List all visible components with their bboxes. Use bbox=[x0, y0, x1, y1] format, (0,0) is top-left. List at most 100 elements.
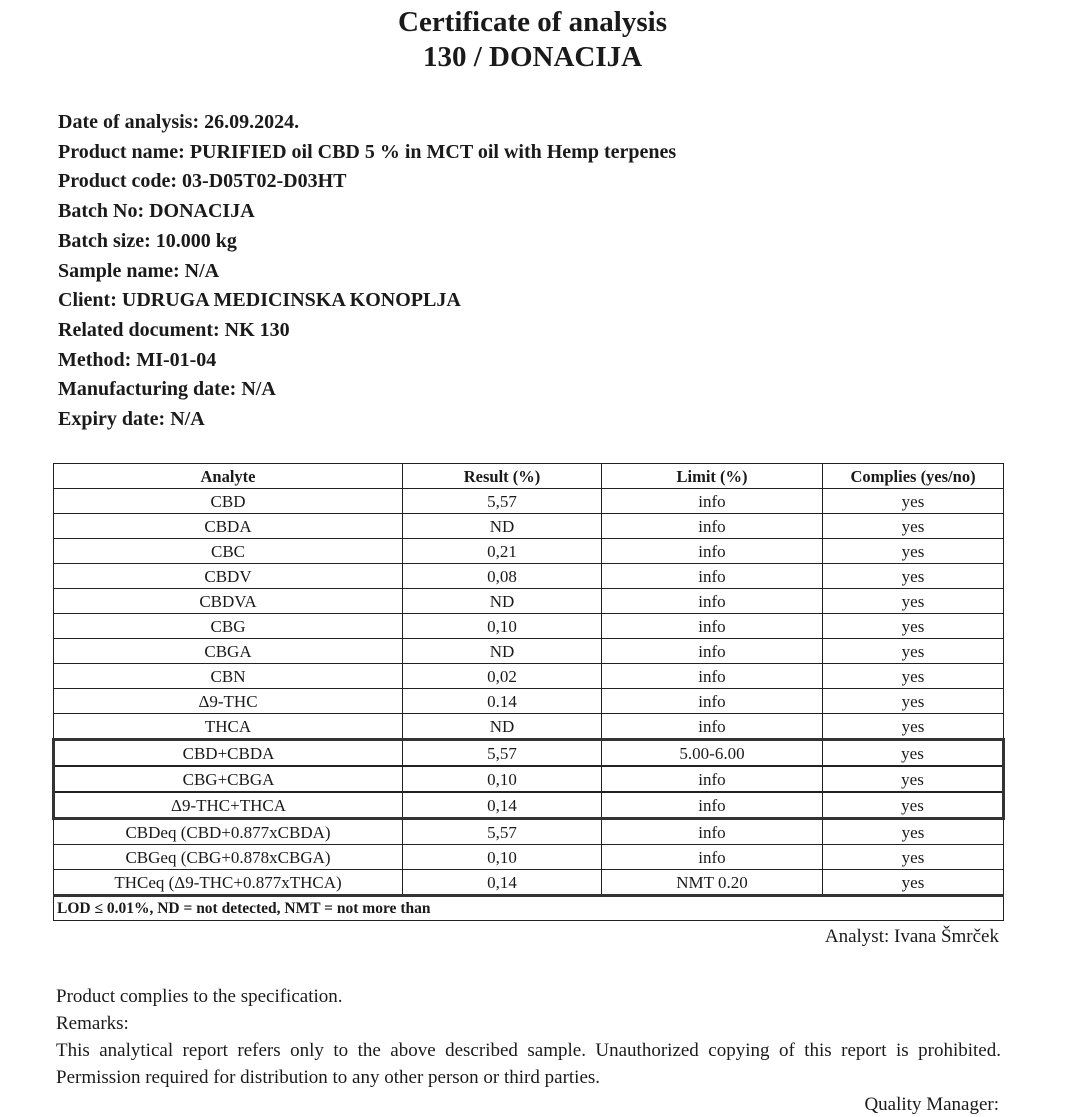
column-header-analyte: Analyte bbox=[53, 463, 403, 489]
info-field: Client: UDRUGA MEDICINSKA KONOPLJA bbox=[58, 289, 461, 312]
result-cell: ND bbox=[402, 588, 602, 614]
table-row: THCeq (Δ9-THC+0.877xTHCA) 0,14 NMT 0.20 yes bbox=[53, 869, 1004, 896]
result-cell: ND bbox=[402, 713, 602, 740]
table-row: THCA ND info yes bbox=[53, 713, 1004, 740]
quality-manager-line: Quality Manager: bbox=[864, 1094, 999, 1115]
column-header-limit: Limit (%) bbox=[601, 463, 823, 489]
complies-cell: yes bbox=[822, 738, 1005, 767]
result-cell: 5,57 bbox=[402, 738, 602, 767]
results-table: Analyte Result (%) Limit (%) Complies (y… bbox=[52, 463, 1005, 921]
table-row: Δ9-THC 0.14 info yes bbox=[53, 688, 1004, 714]
table-row: CBN 0,02 info yes bbox=[53, 663, 1004, 689]
result-cell: 0,14 bbox=[402, 791, 602, 820]
complies-cell: yes bbox=[822, 563, 1004, 589]
document-title: Certificate of analysis bbox=[398, 6, 667, 38]
limit-cell: 5.00-6.00 bbox=[601, 738, 823, 767]
limit-cell: info bbox=[601, 538, 823, 564]
result-cell: 0,02 bbox=[402, 663, 602, 689]
table-row: CBDV 0,08 info yes bbox=[53, 563, 1004, 589]
info-field: Manufacturing date: N/A bbox=[58, 378, 276, 401]
analyte-cell: CBDA bbox=[53, 513, 403, 539]
table-row: CBD 5,57 info yes bbox=[53, 488, 1004, 514]
complies-cell: yes bbox=[822, 791, 1005, 820]
result-cell: ND bbox=[402, 513, 602, 539]
result-cell: 0,08 bbox=[402, 563, 602, 589]
table-footnote: LOD ≤ 0.01%, ND = not detected, NMT = no… bbox=[53, 894, 1004, 921]
result-cell: 0,21 bbox=[402, 538, 602, 564]
sample-info: Date of analysis: 26.09.2024. Product nam… bbox=[58, 108, 676, 435]
limit-cell: NMT 0.20 bbox=[601, 869, 823, 896]
info-field: Batch No: DONACIJA bbox=[58, 200, 255, 223]
result-cell: 0,14 bbox=[402, 869, 602, 896]
analyte-cell: CBD+CBDA bbox=[52, 738, 403, 767]
analyte-cell: CBDV bbox=[53, 563, 403, 589]
complies-cell: yes bbox=[822, 765, 1005, 793]
limit-cell: info bbox=[601, 791, 823, 820]
remarks-label: Remarks: bbox=[56, 1013, 129, 1034]
disclaimer: This analytical report refers only to th… bbox=[56, 1040, 1001, 1088]
table-row: CBC 0,21 info yes bbox=[53, 538, 1004, 564]
table-header-row: Analyte Result (%) Limit (%) Complies (y… bbox=[53, 463, 1004, 489]
complies-cell: yes bbox=[822, 588, 1004, 614]
compliance-statement: Product complies to the specification. bbox=[56, 986, 343, 1007]
info-field: Expiry date: N/A bbox=[58, 408, 205, 431]
complies-cell: yes bbox=[822, 538, 1004, 564]
result-cell: 5,57 bbox=[402, 488, 602, 514]
analyte-cell: CBG+CBGA bbox=[52, 765, 403, 793]
analyte-cell: CBN bbox=[53, 663, 403, 689]
document-subtitle: 130 / DONACIJA bbox=[422, 41, 643, 73]
table-row: CBDVA ND info yes bbox=[53, 588, 1004, 614]
info-field: Product code: 03-D05T02-D03HT bbox=[58, 170, 347, 193]
table-row: CBGA ND info yes bbox=[53, 638, 1004, 664]
analyte-cell: Δ9-THC bbox=[53, 688, 403, 714]
column-header-result: Result (%) bbox=[402, 463, 602, 489]
table-row: Δ9-THC+THCA 0,14 info yes bbox=[52, 791, 1005, 820]
result-cell: 0.14 bbox=[402, 688, 602, 714]
analyte-cell: Δ9-THC+THCA bbox=[52, 791, 403, 820]
table-row: CBG 0,10 info yes bbox=[53, 613, 1004, 639]
info-field: Product name: PURIFIED oil CBD 5 % in MC… bbox=[58, 140, 677, 163]
limit-cell: info bbox=[601, 563, 823, 589]
limit-cell: info bbox=[601, 613, 823, 639]
info-field: Method: MI-01-04 bbox=[58, 348, 217, 371]
limit-cell: info bbox=[601, 818, 823, 845]
table-row: CBDeq (CBD+0.877xCBDA) 5,57 info yes bbox=[53, 818, 1004, 845]
analyte-cell: THCA bbox=[53, 713, 403, 740]
info-field: Related document: NK 130 bbox=[58, 318, 290, 341]
info-field: Date of analysis: 26.09.2024. bbox=[58, 111, 300, 133]
result-cell: 0,10 bbox=[402, 844, 602, 870]
analyte-cell: CBDVA bbox=[53, 588, 403, 614]
analyte-cell: THCeq (Δ9-THC+0.877xTHCA) bbox=[53, 869, 403, 896]
result-cell: 0,10 bbox=[402, 613, 602, 639]
footer: Product complies to the specification. R… bbox=[56, 983, 1001, 1091]
complies-cell: yes bbox=[822, 638, 1004, 664]
limit-cell: info bbox=[601, 588, 823, 614]
table-row: CBG+CBGA 0,10 info yes bbox=[52, 765, 1005, 793]
limit-cell: info bbox=[601, 663, 823, 689]
complies-cell: yes bbox=[822, 713, 1004, 740]
analyte-cell: CBGA bbox=[53, 638, 403, 664]
analyte-cell: CBG bbox=[53, 613, 403, 639]
limit-cell: info bbox=[601, 765, 823, 793]
complies-cell: yes bbox=[822, 663, 1004, 689]
table-row: CBD+CBDA 5,57 5.00-6.00 yes bbox=[52, 738, 1005, 767]
limit-cell: info bbox=[601, 688, 823, 714]
results-section: Analyte Result (%) Limit (%) Complies (y… bbox=[52, 463, 1005, 1117]
limit-cell: info bbox=[601, 488, 823, 514]
result-cell: 0,10 bbox=[402, 765, 602, 793]
complies-cell: yes bbox=[822, 818, 1004, 845]
table-row: CBDA ND info yes bbox=[53, 513, 1004, 539]
result-cell: 5,57 bbox=[402, 818, 602, 845]
limit-cell: info bbox=[601, 638, 823, 664]
complies-cell: yes bbox=[822, 869, 1004, 896]
analyte-cell: CBD bbox=[53, 488, 403, 514]
column-header-complies: Complies (yes/no) bbox=[822, 463, 1004, 489]
result-cell: ND bbox=[402, 638, 602, 664]
table-row: CBGeq (CBG+0.878xCBGA) 0,10 info yes bbox=[53, 844, 1004, 870]
analyte-cell: CBDeq (CBD+0.877xCBDA) bbox=[53, 818, 403, 845]
complies-cell: yes bbox=[822, 613, 1004, 639]
limit-cell: info bbox=[601, 844, 823, 870]
analyte-cell: CBC bbox=[53, 538, 403, 564]
analyst-signature-line: Analyst: Ivana Šmrček bbox=[824, 926, 999, 947]
limit-cell: info bbox=[601, 713, 823, 740]
